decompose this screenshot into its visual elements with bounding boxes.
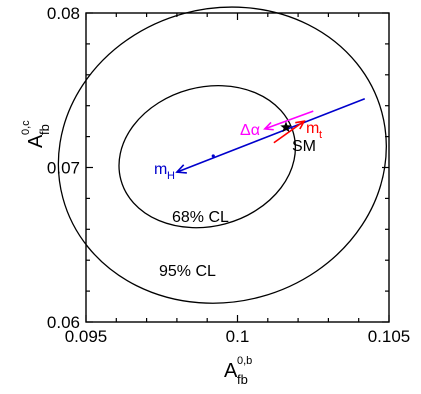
axes bbox=[85, 12, 390, 323]
mH-line bbox=[176, 98, 366, 173]
mt-label-sub: t bbox=[319, 129, 322, 141]
mt-arrow-line bbox=[273, 120, 305, 144]
cl68-label: 68% CL bbox=[172, 209, 229, 226]
y-tick-label: 0.06 bbox=[47, 313, 80, 332]
sm-star-marker bbox=[280, 121, 292, 133]
mH-arrowhead bbox=[175, 164, 187, 174]
mt-label: m bbox=[306, 120, 319, 137]
x-tick-label: 0.1 bbox=[226, 327, 250, 346]
x-axis-title: A bbox=[224, 360, 238, 382]
x-tick-label: 0.105 bbox=[368, 327, 411, 346]
x-axis-title-sub: fb bbox=[237, 372, 248, 387]
sm-label: SM bbox=[292, 138, 316, 155]
plot-area bbox=[57, 6, 387, 304]
mH-label-sub: H bbox=[167, 170, 175, 182]
x-axis-title-sup: 0,b bbox=[237, 355, 252, 367]
mH-marker bbox=[211, 154, 215, 158]
cl95-label: 95% CL bbox=[159, 263, 216, 280]
contour-95cl bbox=[57, 6, 387, 304]
mt-arrowhead bbox=[295, 120, 306, 130]
y-axis-title: A0,c fb bbox=[20, 120, 52, 148]
x-tick-label: 0.095 bbox=[65, 327, 108, 346]
alpha-arrowhead bbox=[263, 121, 274, 131]
ticks bbox=[85, 12, 390, 323]
contour-68cl bbox=[118, 85, 297, 229]
y-axis-title-sub: fb bbox=[37, 124, 52, 135]
alpha-label: Δα bbox=[240, 122, 260, 139]
plot-frame bbox=[85, 12, 390, 323]
mH-label: m bbox=[154, 161, 167, 178]
y-tick-label: 0.08 bbox=[47, 4, 80, 23]
alpha-arrow-line bbox=[264, 110, 314, 130]
y-axis-title-main: A bbox=[25, 134, 47, 148]
y-axis-title-sup: 0,c bbox=[20, 120, 32, 135]
y-tick-label: 0.07 bbox=[47, 159, 80, 178]
